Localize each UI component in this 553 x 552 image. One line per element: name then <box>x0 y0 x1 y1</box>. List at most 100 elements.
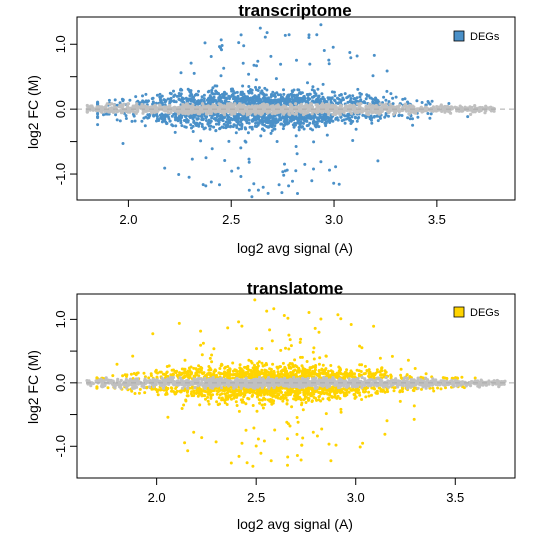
deg-point <box>199 368 203 372</box>
deg-point <box>255 64 258 68</box>
deg-point <box>253 94 257 98</box>
deg-point <box>249 376 253 380</box>
deg-point <box>330 395 334 399</box>
deg-point <box>160 120 164 124</box>
deg-point <box>338 366 342 370</box>
deg-point <box>412 417 416 421</box>
deg-point <box>342 372 346 376</box>
deg-point <box>398 390 402 394</box>
deg-point <box>382 95 386 99</box>
non-deg-point <box>99 109 103 114</box>
deg-point <box>201 341 205 345</box>
deg-point <box>327 58 331 62</box>
deg-point <box>191 124 195 128</box>
transcriptome-panel: transcriptome 2.0 2.5 3.0 3.5 1.00.0-1.0 lo… <box>25 1 516 256</box>
deg-point <box>106 386 110 390</box>
deg-point <box>200 371 204 375</box>
deg-point <box>263 123 267 127</box>
deg-point <box>295 416 299 419</box>
deg-point <box>158 370 162 374</box>
deg-point <box>170 368 174 372</box>
deg-point <box>174 392 178 396</box>
deg-point <box>200 353 204 357</box>
deg-point <box>280 191 284 195</box>
deg-point <box>238 97 242 101</box>
deg-point <box>354 99 358 103</box>
deg-point <box>227 371 231 375</box>
deg-point <box>255 395 259 399</box>
deg-point <box>156 393 160 397</box>
deg-point <box>191 95 195 99</box>
deg-point <box>378 370 382 374</box>
deg-point <box>447 102 451 105</box>
deg-point <box>177 173 181 176</box>
deg-point <box>234 400 238 404</box>
deg-point <box>207 390 211 394</box>
deg-point <box>302 121 305 125</box>
deg-point <box>264 118 268 122</box>
deg-point <box>266 191 270 195</box>
deg-point <box>286 115 290 119</box>
deg-point <box>262 95 266 99</box>
non-deg-point <box>408 103 412 107</box>
deg-point <box>145 386 149 390</box>
deg-point <box>327 97 331 101</box>
deg-point <box>267 125 271 129</box>
deg-point <box>283 101 286 105</box>
deg-point <box>174 124 178 128</box>
deg-point <box>291 179 294 183</box>
deg-point <box>293 358 297 362</box>
deg-point <box>316 87 320 91</box>
non-deg-point <box>393 105 397 109</box>
deg-point <box>271 362 275 366</box>
deg-point <box>306 96 310 100</box>
deg-point <box>183 370 187 374</box>
deg-point <box>283 396 287 400</box>
deg-point <box>327 374 331 378</box>
deg-point <box>177 321 181 325</box>
panel-title: translatome <box>247 279 343 298</box>
non-deg-point <box>294 102 298 106</box>
y-tick-label: 1.0 <box>53 35 68 53</box>
deg-point <box>332 181 336 185</box>
deg-point <box>239 398 243 402</box>
deg-point <box>263 368 267 372</box>
deg-point <box>238 123 242 127</box>
deg-point <box>311 85 315 89</box>
non-deg-point <box>304 110 308 114</box>
non-deg-point <box>180 110 184 114</box>
deg-point <box>269 54 273 58</box>
deg-point <box>311 121 315 125</box>
deg-point <box>180 124 184 128</box>
deg-point <box>191 130 195 133</box>
deg-point <box>257 398 261 402</box>
deg-point <box>336 313 340 317</box>
deg-point <box>210 353 214 357</box>
deg-point <box>264 116 268 120</box>
deg-point <box>260 403 264 407</box>
deg-point <box>210 91 214 95</box>
deg-point <box>384 98 388 102</box>
non-deg-point <box>310 112 314 116</box>
deg-point <box>186 120 190 124</box>
non-deg-point <box>209 106 213 110</box>
deg-point <box>406 358 410 362</box>
deg-point <box>163 98 167 102</box>
deg-point <box>345 388 349 392</box>
non-deg-point <box>265 111 269 115</box>
deg-point <box>315 120 319 124</box>
deg-point <box>303 390 307 394</box>
deg-point <box>256 121 260 125</box>
deg-point <box>199 139 203 143</box>
deg-point <box>309 127 313 131</box>
deg-point <box>115 362 119 366</box>
deg-point <box>398 399 402 403</box>
deg-point <box>142 371 146 375</box>
deg-point <box>227 139 231 143</box>
non-deg-point <box>388 102 392 106</box>
deg-point <box>267 372 271 376</box>
non-deg-point <box>353 109 357 114</box>
deg-point <box>238 363 242 367</box>
deg-point <box>255 88 258 92</box>
non-deg-point <box>357 105 361 109</box>
